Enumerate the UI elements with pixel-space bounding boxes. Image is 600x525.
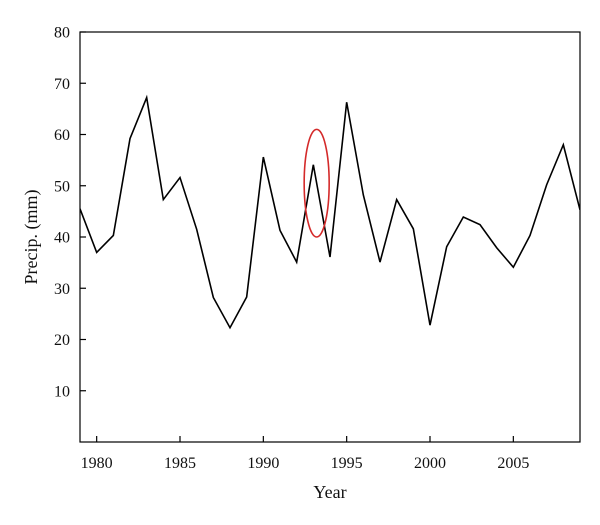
y-tick-label: 80 (54, 25, 70, 42)
plot-frame (79, 31, 581, 443)
x-axis: 1980 1985 1990 1995 2000 2005 (81, 436, 529, 472)
x-axis-title: Year (313, 482, 346, 502)
y-tick-label: 40 (54, 230, 70, 247)
x-tick-label: 1985 (164, 455, 196, 472)
x-tick-label: 2005 (497, 455, 529, 472)
x-tick-label: 1995 (331, 455, 363, 472)
highlight-ellipse (303, 128, 330, 238)
y-tick-label: 60 (54, 127, 70, 144)
y-tick-label: 50 (54, 178, 70, 195)
x-tick-label: 1980 (81, 455, 113, 472)
y-axis-title: Precip. (mm) (21, 190, 42, 285)
y-tick-label: 20 (54, 332, 70, 349)
series-line (80, 94, 580, 330)
y-tick-label: 70 (54, 76, 70, 93)
y-tick-label: 30 (54, 281, 70, 298)
y-axis: 10 20 30 40 50 60 70 80 (54, 25, 86, 400)
x-tick-label: 2000 (414, 455, 446, 472)
y-tick-label: 10 (54, 383, 70, 400)
plot-content (80, 94, 580, 330)
x-tick-label: 1990 (247, 455, 279, 472)
